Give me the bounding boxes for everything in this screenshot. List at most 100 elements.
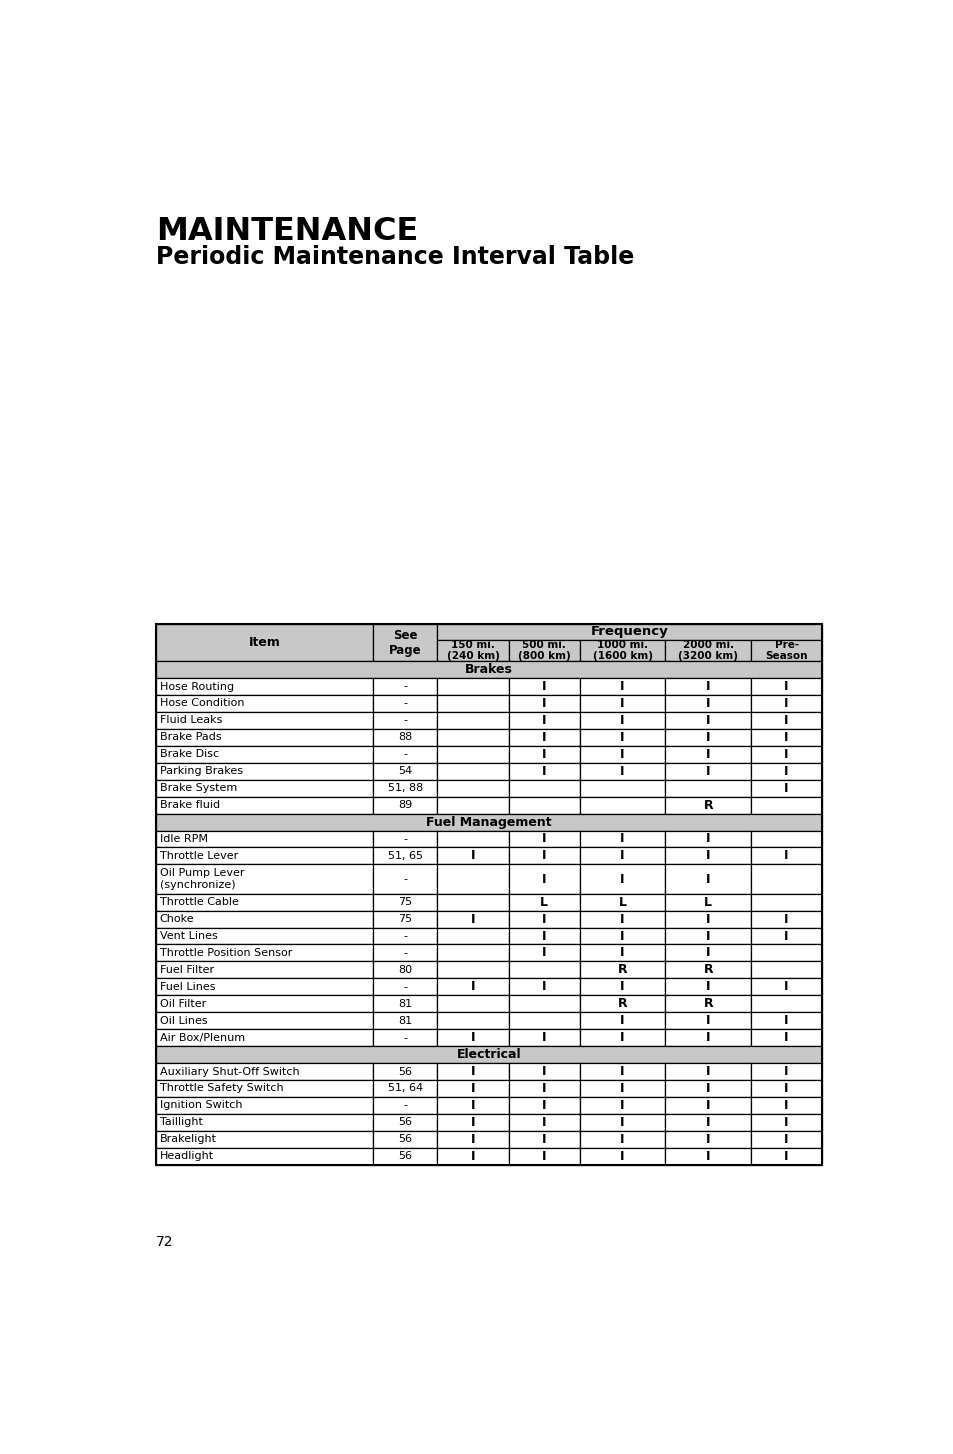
Bar xyxy=(508,678,579,695)
Text: I: I xyxy=(783,929,788,942)
Bar xyxy=(664,848,750,864)
Text: R: R xyxy=(702,964,712,977)
Text: I: I xyxy=(541,947,546,960)
Bar xyxy=(155,1012,373,1029)
Text: I: I xyxy=(470,1133,475,1146)
Bar xyxy=(664,961,750,979)
Bar xyxy=(508,864,579,894)
Bar xyxy=(155,945,373,961)
Bar xyxy=(436,928,508,945)
Bar xyxy=(436,1029,508,1045)
Text: I: I xyxy=(619,714,624,727)
Text: Item: Item xyxy=(249,637,280,648)
Bar xyxy=(750,678,821,695)
Text: I: I xyxy=(705,696,710,710)
Text: I: I xyxy=(541,714,546,727)
Bar xyxy=(664,797,750,814)
Text: I: I xyxy=(705,913,710,926)
Text: I: I xyxy=(541,696,546,710)
Text: L: L xyxy=(539,896,548,909)
Bar xyxy=(508,763,579,779)
Bar xyxy=(373,979,436,996)
Bar xyxy=(508,1114,579,1131)
Bar xyxy=(155,996,373,1012)
Text: Electrical: Electrical xyxy=(456,1048,520,1061)
Bar xyxy=(436,979,508,996)
Bar xyxy=(750,864,821,894)
Bar xyxy=(155,830,373,848)
Bar xyxy=(436,1131,508,1147)
Text: I: I xyxy=(619,913,624,926)
Bar xyxy=(436,728,508,746)
Bar xyxy=(436,779,508,797)
Bar xyxy=(508,894,579,910)
Text: Throttle Position Sensor: Throttle Position Sensor xyxy=(159,948,292,958)
Text: Throttle Cable: Throttle Cable xyxy=(159,897,238,907)
Text: Taillight: Taillight xyxy=(159,1117,202,1127)
Bar xyxy=(155,662,821,678)
Text: I: I xyxy=(541,1133,546,1146)
Text: 1000 mi.
(1600 km): 1000 mi. (1600 km) xyxy=(592,640,652,662)
Bar xyxy=(664,1080,750,1096)
Text: 51, 64: 51, 64 xyxy=(388,1083,422,1093)
Text: -: - xyxy=(403,931,407,941)
Bar xyxy=(373,1096,436,1114)
Bar xyxy=(508,910,579,928)
Text: Hose Condition: Hose Condition xyxy=(159,698,244,708)
Text: I: I xyxy=(470,849,475,862)
Bar xyxy=(155,712,373,728)
Bar xyxy=(508,1080,579,1096)
Text: -: - xyxy=(403,1101,407,1111)
Bar xyxy=(155,814,821,830)
Text: Brakelight: Brakelight xyxy=(159,1134,216,1144)
Bar xyxy=(155,1080,373,1096)
Bar xyxy=(750,797,821,814)
Text: Brake System: Brake System xyxy=(159,784,236,794)
Bar xyxy=(579,797,664,814)
Text: I: I xyxy=(705,765,710,778)
Text: I: I xyxy=(783,1150,788,1163)
Text: I: I xyxy=(783,980,788,993)
Bar xyxy=(155,779,373,797)
Bar xyxy=(373,1114,436,1131)
Bar xyxy=(508,695,579,712)
Text: R: R xyxy=(702,997,712,1011)
Bar xyxy=(436,624,821,640)
Text: Choke: Choke xyxy=(159,915,194,925)
Bar xyxy=(436,1114,508,1131)
Text: I: I xyxy=(705,1082,710,1095)
Bar xyxy=(436,1096,508,1114)
Text: I: I xyxy=(783,696,788,710)
Text: Oil Pump Lever
(synchronize): Oil Pump Lever (synchronize) xyxy=(159,868,244,890)
Bar xyxy=(436,763,508,779)
Bar xyxy=(155,1096,373,1114)
Text: I: I xyxy=(470,1115,475,1128)
Bar xyxy=(373,1147,436,1165)
Text: -: - xyxy=(403,948,407,958)
Text: Fuel Filter: Fuel Filter xyxy=(159,965,213,974)
Bar xyxy=(750,1080,821,1096)
Bar xyxy=(579,945,664,961)
Text: Oil Lines: Oil Lines xyxy=(159,1016,207,1025)
Bar xyxy=(508,1147,579,1165)
Text: Parking Brakes: Parking Brakes xyxy=(159,766,242,776)
Text: I: I xyxy=(705,731,710,744)
Bar xyxy=(508,1131,579,1147)
Text: I: I xyxy=(783,782,788,795)
Bar xyxy=(436,678,508,695)
Bar xyxy=(155,746,373,763)
Text: I: I xyxy=(619,765,624,778)
Text: -: - xyxy=(403,835,407,843)
Bar xyxy=(373,1063,436,1080)
Text: I: I xyxy=(619,1099,624,1112)
Text: 72: 72 xyxy=(155,1236,173,1249)
Bar xyxy=(664,1114,750,1131)
Bar xyxy=(508,961,579,979)
Bar xyxy=(373,910,436,928)
Bar xyxy=(664,695,750,712)
Text: I: I xyxy=(705,833,710,845)
Text: I: I xyxy=(541,680,546,694)
Text: I: I xyxy=(470,980,475,993)
Text: -: - xyxy=(403,698,407,708)
Text: I: I xyxy=(705,1099,710,1112)
